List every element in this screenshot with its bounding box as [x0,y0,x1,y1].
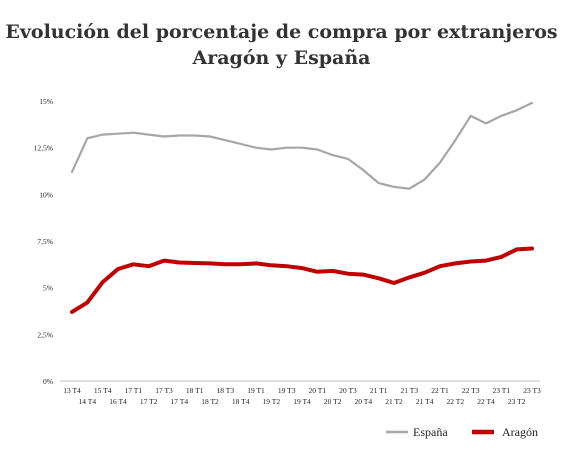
series-line-espana [70,101,534,190]
x-tick-label: 22 T2 [447,397,465,406]
x-tick-label: 15 T4 [94,386,112,395]
x-tick-label: 18 T2 [201,397,219,406]
x-axis: 13 T4 14 T4 15 T4 16 T4 17 T1 17 T2 17 T3 17 T4… [60,380,541,406]
x-tick-label: 20 T3 [339,386,357,395]
x-tick-label: 17 T1 [125,386,143,395]
chart-title-line1: Evolución del porcentaje de compra por e… [5,21,558,43]
x-tick-label: 19 T4 [293,397,311,406]
x-tick-label: 20 T1 [309,386,327,395]
x-tick-label: 19 T3 [278,386,296,395]
x-tick-label: 22 T3 [462,386,480,395]
y-tick-label: 5% [43,284,53,293]
legend-label: España [413,425,448,439]
x-tick-label: 23 T2 [508,397,526,406]
x-tick-label: 14 T4 [79,397,97,406]
x-tick-label: 20 T4 [355,397,373,406]
x-tick-label: 17 T2 [140,397,158,406]
y-tick-label: 0% [43,377,53,386]
x-tick-label: 19 T2 [263,397,281,406]
x-tick-label: 16 T4 [109,397,127,406]
chart-title-line2: Aragón y España [192,47,371,69]
x-tick-label: 19 T1 [247,386,265,395]
x-tick-label: 21 T2 [385,397,403,406]
legend-label: Aragón [502,425,538,439]
x-tick-label: 22 T4 [477,397,495,406]
x-tick-label: 18 T3 [217,386,235,395]
x-tick-label: 18 T1 [186,386,204,395]
x-tick-label: 20 T2 [324,397,342,406]
x-tick-label: 23 T1 [493,386,511,395]
series-line-aragon [70,246,534,314]
x-tick-label: 21 T1 [370,386,388,395]
y-tick-label: 10% [39,190,53,199]
x-tick-label: 13 T4 [63,386,81,395]
x-tick-label: 23 T3 [523,386,541,395]
x-tick-label: 18 T4 [232,397,250,406]
y-tick-label: 12,5% [34,144,53,153]
series-group [70,101,534,314]
x-tick-label: 17 T3 [155,386,173,395]
legend: España Aragón [386,425,538,439]
x-tick-label: 21 T3 [401,386,419,395]
y-axis: 0% 2,5% 5% 7,5% 10% 12,5% 15% [34,97,53,386]
y-tick-label: 15% [39,97,53,106]
y-tick-label: 2,5% [37,330,53,339]
y-tick-label: 7,5% [37,237,53,246]
x-tick-label: 21 T4 [416,397,434,406]
x-tick-label: 22 T1 [431,386,449,395]
x-tick-label: 17 T4 [171,397,189,406]
